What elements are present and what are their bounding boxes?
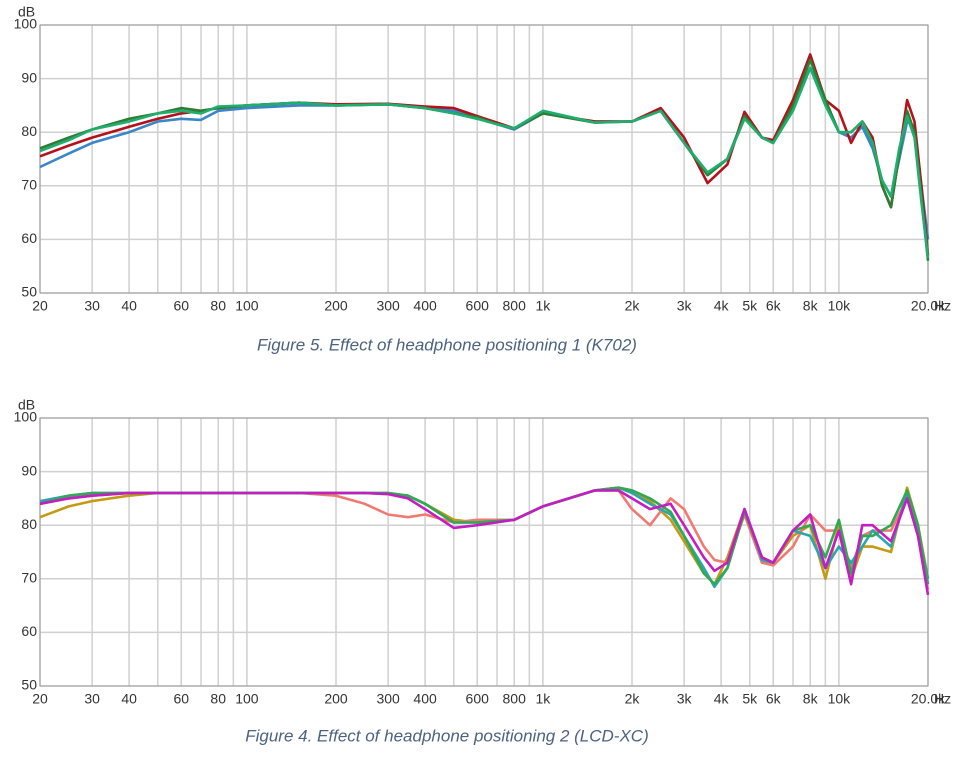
series-line xyxy=(39,66,930,259)
x-tick-label: 2k xyxy=(625,691,641,707)
x-tick-label: 5k xyxy=(742,298,758,314)
y-tick-label: 50 xyxy=(21,284,37,300)
x-tick-label: 200 xyxy=(324,691,348,707)
plot-area xyxy=(40,25,928,293)
x-tick-label: 10k xyxy=(828,691,852,707)
x-tick-label: 8k xyxy=(803,691,819,707)
x-tick-label: 800 xyxy=(503,298,527,314)
y-unit: dB xyxy=(18,397,35,413)
x-tick-label: 30 xyxy=(84,691,100,707)
x-tick-label: 400 xyxy=(413,691,437,707)
x-tick-label: 2k xyxy=(625,298,641,314)
y-tick-label: 70 xyxy=(21,570,37,586)
x-tick-label: 80 xyxy=(210,298,226,314)
x-tick-label: 20.0k xyxy=(911,298,946,314)
x-tick-label: 60 xyxy=(173,691,189,707)
y-tick-label: 100 xyxy=(14,16,38,32)
x-tick-label: 200 xyxy=(324,298,348,314)
x-tick-label: 600 xyxy=(466,691,490,707)
x-tick-label: 20 xyxy=(32,691,48,707)
x-tick-label: 1k xyxy=(535,691,551,707)
x-unit: Hz xyxy=(934,691,951,707)
x-tick-label: 10k xyxy=(828,298,852,314)
y-tick-label: 100 xyxy=(14,409,38,425)
y-tick-label: 60 xyxy=(21,230,37,246)
plot-border xyxy=(39,24,929,294)
y-tick-label: 70 xyxy=(21,177,37,193)
x-tick-label: 1k xyxy=(535,298,551,314)
series-line xyxy=(39,489,930,596)
x-tick-label: 600 xyxy=(466,298,490,314)
x-tick-label: 4k xyxy=(714,691,730,707)
x-tick-label: 30 xyxy=(84,298,100,314)
x-tick-label: 80 xyxy=(210,691,226,707)
x-tick-label: 300 xyxy=(376,691,400,707)
x-tick-label: 40 xyxy=(121,691,137,707)
y-tick-label: 50 xyxy=(21,677,37,693)
x-tick-label: 300 xyxy=(376,298,400,314)
x-tick-label: 6k xyxy=(766,691,782,707)
caption: Figure 4. Effect of headphone positionin… xyxy=(245,726,649,745)
y-unit: dB xyxy=(18,4,35,20)
x-tick-label: 400 xyxy=(413,298,437,314)
x-tick-label: 6k xyxy=(766,298,782,314)
x-tick-label: 3k xyxy=(677,691,693,707)
x-unit: Hz xyxy=(934,298,951,314)
x-tick-label: 60 xyxy=(173,298,189,314)
caption: Figure 5. Effect of headphone positionin… xyxy=(257,335,637,354)
plot-border xyxy=(39,417,929,687)
y-tick-label: 90 xyxy=(21,462,37,478)
x-tick-label: 40 xyxy=(121,298,137,314)
x-tick-label: 100 xyxy=(235,691,259,707)
x-tick-label: 20.0k xyxy=(911,691,946,707)
x-tick-label: 20 xyxy=(32,298,48,314)
x-tick-label: 100 xyxy=(235,298,259,314)
x-tick-label: 8k xyxy=(803,298,819,314)
y-tick-label: 60 xyxy=(21,623,37,639)
y-tick-label: 80 xyxy=(21,516,37,532)
x-tick-label: 4k xyxy=(714,298,730,314)
x-tick-label: 3k xyxy=(677,298,693,314)
x-tick-label: 5k xyxy=(742,691,758,707)
y-tick-label: 90 xyxy=(21,69,37,85)
x-tick-label: 800 xyxy=(503,691,527,707)
y-tick-label: 80 xyxy=(21,123,37,139)
plot-area xyxy=(40,418,928,686)
